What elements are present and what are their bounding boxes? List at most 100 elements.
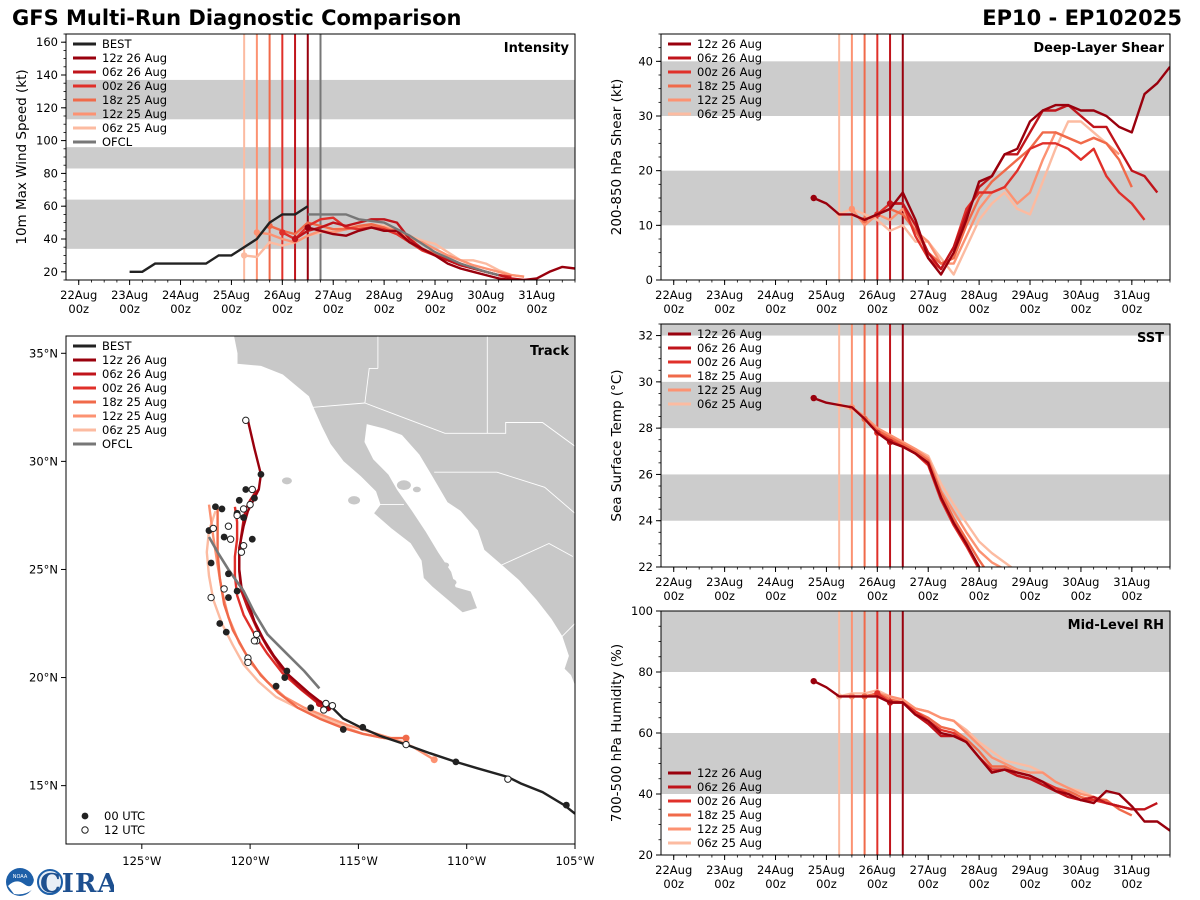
cira-logo: NOAA CIRA: [6, 868, 114, 898]
threshold-band: [661, 611, 1170, 672]
marker-12utc: [244, 658, 252, 667]
x-tick-label: 29Aug: [1011, 575, 1048, 589]
x-tick-label: 00z: [1071, 877, 1092, 891]
marker-00utc: [225, 594, 232, 601]
legend-label: 00z 26 Aug: [102, 381, 167, 395]
x-tick-label: 00z: [476, 302, 497, 316]
y-tick-label: 32: [638, 329, 653, 343]
legend-label: 12z 26 Aug: [697, 766, 762, 780]
x-tick-label: 23Aug: [706, 863, 743, 877]
y-tick-label: 40: [638, 787, 653, 801]
y-tick-label: 140: [36, 68, 58, 82]
legend-label: 06z 25 Aug: [102, 423, 167, 437]
x-tick-label: 23Aug: [706, 575, 743, 589]
x-tick-label: 25Aug: [808, 863, 845, 877]
lat-tick-label: 35°N: [29, 346, 58, 360]
x-tick-label: 00z: [714, 877, 735, 891]
marker-00utc: [339, 726, 347, 733]
legend-label: 00z 26 Aug: [697, 355, 762, 369]
x-tick-label: 00z: [663, 589, 684, 603]
island: [446, 578, 457, 586]
legend-label: 06z 25 Aug: [697, 107, 762, 121]
panel-title: Track: [530, 344, 569, 359]
island: [412, 486, 421, 493]
x-tick-label: 27Aug: [910, 575, 947, 589]
series-init-point: [874, 690, 881, 697]
legend-label: BEST: [102, 339, 132, 353]
x-tick-label: 00z: [867, 877, 888, 891]
x-tick-label: 29Aug: [416, 288, 453, 302]
legend-label: 12z 26 Aug: [697, 327, 762, 341]
panel-title: Deep-Layer Shear: [1033, 41, 1164, 56]
x-tick-label: 23Aug: [706, 288, 743, 302]
y-tick-label: 40: [43, 232, 58, 246]
x-tick-label: 22Aug: [655, 863, 692, 877]
series-line: [876, 142, 1146, 271]
x-tick-label: 27Aug: [315, 288, 352, 302]
marker-00utc: [218, 505, 226, 513]
y-tick-label: 80: [638, 665, 653, 679]
threshold-band: [661, 324, 1170, 336]
x-tick-label: 28Aug: [961, 575, 998, 589]
x-tick-label: 31Aug: [1113, 575, 1150, 589]
marker-12utc: [239, 505, 248, 513]
x-tick-label: 24Aug: [162, 288, 199, 302]
marker-12utc: [320, 706, 328, 714]
panel-title: Mid-Level RH: [1068, 618, 1164, 633]
marker-12utc: [504, 775, 512, 783]
marker-00utc: [251, 494, 258, 502]
legend-label: 18z 25 Aug: [697, 808, 762, 822]
x-tick-label: 00z: [816, 877, 837, 891]
marker-12utc: [224, 522, 233, 530]
x-tick-label: 00z: [1020, 589, 1041, 603]
legend-label: 00z 26 Aug: [697, 65, 762, 79]
marker-00utc: [257, 470, 265, 478]
marker-12utc: [209, 524, 217, 533]
marker-00utc: [248, 535, 256, 543]
series-line: [256, 224, 525, 278]
x-tick-label: 31Aug: [1113, 288, 1150, 302]
series-line: [243, 223, 525, 278]
y-tick-label: 40: [638, 54, 653, 68]
x-tick-label: 00z: [68, 302, 89, 316]
border-line: [501, 542, 574, 566]
marker-12utc: [402, 740, 410, 749]
marker-00utc: [307, 704, 315, 712]
series-line: [863, 418, 986, 567]
marker-12utc: [248, 485, 256, 494]
x-tick-label: 28Aug: [366, 288, 403, 302]
legend-label: OFCL: [102, 437, 133, 451]
x-tick-label: 00z: [867, 302, 888, 316]
series-init-point: [810, 677, 817, 685]
track-start-point: [430, 756, 438, 764]
legend-marker-12utc: [81, 826, 89, 834]
marker-00utc: [283, 667, 291, 675]
legend-label: 12z 25 Aug: [697, 93, 762, 107]
x-tick-label: 30Aug: [1062, 288, 1099, 302]
x-tick-label: 00z: [867, 589, 888, 603]
x-tick-label: 26Aug: [859, 863, 896, 877]
legend-label: 00z 26 Aug: [102, 79, 167, 93]
x-tick-label: 26Aug: [859, 288, 896, 302]
legend-label: 06z 25 Aug: [697, 397, 762, 411]
x-tick-label: 00z: [714, 589, 735, 603]
x-tick-label: 29Aug: [1011, 863, 1048, 877]
x-tick-label: 25Aug: [808, 575, 845, 589]
y-axis-label: 200-850 hPa Shear (kt): [609, 79, 625, 236]
x-tick-label: 30Aug: [1062, 863, 1099, 877]
y-tick-label: 26: [638, 467, 653, 481]
series-line: [890, 701, 1158, 811]
x-tick-label: 00z: [969, 589, 990, 603]
marker-00utc: [242, 486, 250, 493]
x-tick-label: 24Aug: [757, 288, 794, 302]
legend-label: 06z 26 Aug: [102, 65, 167, 79]
marker-00utc: [359, 723, 367, 731]
legend-label: 18z 25 Aug: [697, 369, 762, 383]
threshold-band: [661, 170, 1170, 226]
lon-tick-label: 115°W: [339, 854, 378, 868]
series-line: [813, 680, 1170, 832]
legend-label: 18z 25 Aug: [697, 79, 762, 93]
panel-track: 125°W 120°W 115°W 110°W 105°W 15°N 20°N 25°N 30°…: [29, 335, 595, 868]
series-init-point: [291, 235, 299, 243]
